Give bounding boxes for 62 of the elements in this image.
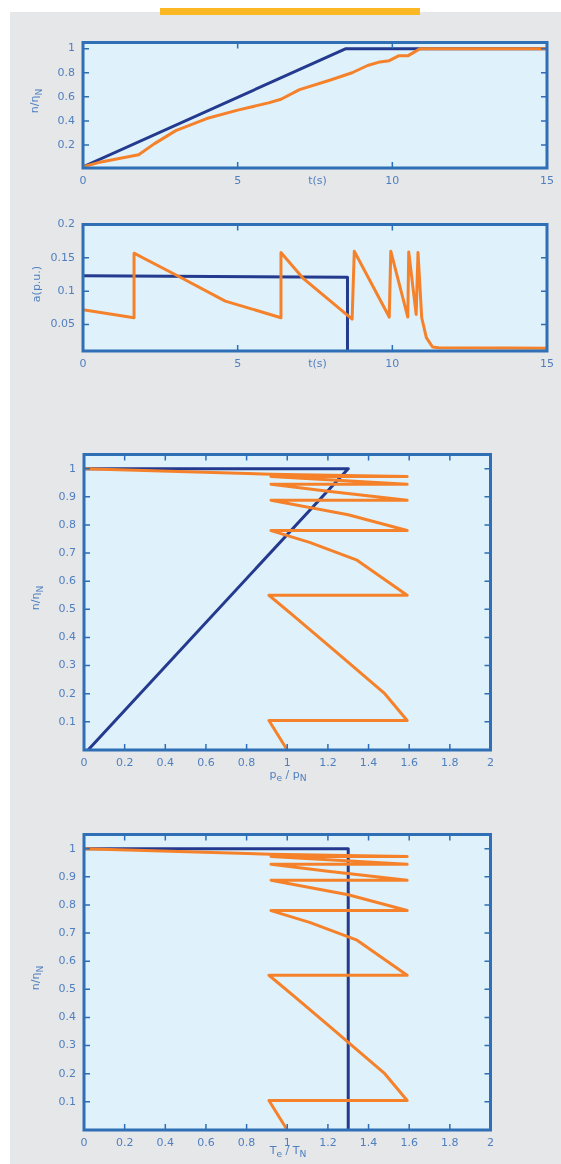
x-tick-label: 0.6 [197,756,215,770]
x-tick-label: 0 [79,174,87,188]
y-tick-label: 0.4 [58,1010,76,1024]
y-tick-label: 0.5 [58,602,76,616]
x-tick-label: 0 [80,756,88,770]
y-tick-label: 0.4 [58,630,76,644]
y-tick-label: 0.15 [50,250,75,264]
y-tick-label: 0.4 [57,113,75,127]
y-tick-label: 0.6 [58,574,76,588]
y-tick-label: 0.1 [57,283,75,297]
y-tick-label: 1 [68,41,75,55]
x-tick-label: 0.6 [197,1136,215,1150]
x-tick-label: 1.6 [400,1136,418,1150]
y-tick-label: 0.1 [58,714,76,728]
y-tick-label: 0.8 [58,517,76,531]
x-tick-label: 10 [385,174,400,188]
y-tick-label: 0.2 [58,1066,76,1080]
x-tick-label: 0 [80,1136,88,1150]
x-tick-label: 1 [283,756,291,770]
y-tick-label: 0.2 [57,217,75,231]
y-tick-label: 0.6 [57,89,75,103]
y-tick-label: 1 [69,461,76,475]
x-tick-label: 15 [540,174,554,188]
y-tick-label: 0.2 [57,137,75,151]
y-tick-label: 0.3 [58,658,76,672]
y-tick-label: 0.9 [58,869,76,883]
x-tick-label: 0 [79,357,87,371]
y-tick-label: 0.8 [57,65,75,79]
x-axis-title: p$_{e}$ / p$_{N}$ [269,768,307,784]
y-tick-label: 0.5 [58,982,76,996]
y-tick-label: 1 [69,841,76,855]
x-tick-label: 1.6 [400,756,418,770]
x-tick-label: 1.4 [359,1136,378,1150]
y-axis-title: a(p.u.) [29,265,43,302]
x-tick-label: 1.4 [359,756,378,770]
y-tick-label: 0.7 [58,545,76,559]
y-tick-label: 0.8 [58,897,76,911]
x-tick-label: 0.4 [156,1136,175,1150]
x-tick-label: 5 [234,174,242,188]
x-tick-label: 2 [487,756,494,770]
x-tick-label: 1.8 [441,756,459,770]
x-tick-label: 1.2 [319,756,337,770]
y-tick-label: 0.6 [58,954,76,968]
y-tick-label: 0.9 [58,489,76,503]
y-tick-label: 0.7 [58,925,76,939]
x-tick-label: 0.4 [156,756,175,770]
x-tick-label: 1.8 [441,1136,459,1150]
x-tick-label: 5 [234,357,242,371]
x-axis-title: t(s) [308,357,327,370]
y-tick-label: 0.05 [50,317,75,331]
y-tick-label: 0.1 [58,1094,76,1108]
x-tick-label: 15 [540,357,554,371]
x-axis-title: t(s) [308,174,327,187]
y-tick-label: 0.3 [58,1038,76,1052]
x-tick-label: 10 [385,357,400,371]
x-tick-label: 1.2 [319,1136,337,1150]
y-tick-label: 0.2 [58,686,76,700]
x-tick-label: 0.2 [115,756,134,770]
x-tick-label: 0.8 [237,756,256,770]
x-tick-label: 2 [487,1136,494,1150]
x-tick-label: 0.2 [115,1136,134,1150]
x-tick-label: 0.8 [237,1136,256,1150]
